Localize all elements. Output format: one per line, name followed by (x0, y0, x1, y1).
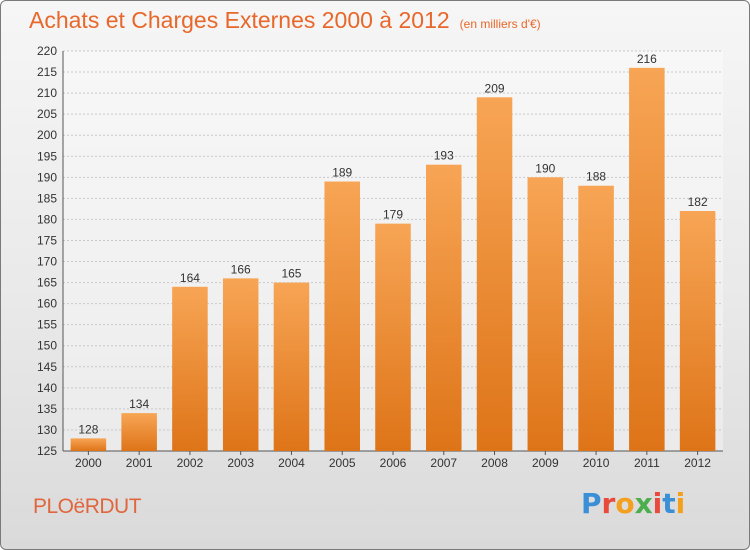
y-tick-label: 165 (37, 276, 57, 290)
y-tick-label: 145 (37, 360, 57, 374)
y-tick-label: 155 (37, 318, 57, 332)
value-labels: 128 134 164 166 165 189 179 193 209 190 188 216 182 (78, 52, 708, 437)
bar-2007 (426, 164, 462, 451)
bar-2006 (375, 223, 411, 451)
value-label: 209 (485, 81, 505, 95)
bar-2009 (527, 177, 564, 451)
y-tick-label: 210 (37, 86, 57, 100)
bar-2011 (629, 67, 665, 451)
x-tick-label: 2001 (126, 456, 153, 470)
x-tick-label: 2000 (75, 456, 102, 470)
bar-2005 (324, 181, 360, 452)
title-text: Achats et Charges Externes 2000 à 2012 (29, 7, 450, 33)
y-tick-label: 185 (37, 191, 57, 205)
y-tick-label: 200 (37, 128, 57, 142)
bar-2003 (222, 278, 259, 451)
value-label: 166 (231, 262, 251, 276)
y-tick-label: 160 (37, 297, 57, 311)
bar-2012 (679, 211, 716, 451)
title-unit: (en milliers d'€) (459, 17, 541, 31)
x-tick-label: 2007 (430, 456, 457, 470)
value-label: 128 (78, 422, 98, 436)
x-tick-label: 2011 (634, 456, 660, 470)
value-label: 165 (281, 267, 301, 281)
bar-2008 (476, 97, 513, 451)
proxiti-logo: Proxiti (581, 487, 685, 520)
value-label: 189 (332, 166, 352, 180)
value-label: 179 (383, 208, 403, 222)
brand-letter: i (675, 487, 686, 520)
x-tick-label: 2005 (329, 456, 356, 470)
brand-letter: i (652, 487, 663, 520)
value-label: 164 (180, 271, 200, 285)
y-tick-label: 180 (37, 212, 57, 226)
brand-letter: P (581, 487, 602, 520)
x-tick-label: 2006 (380, 456, 407, 470)
brand-letter: t (662, 487, 676, 520)
bar-2002 (172, 286, 208, 451)
y-tick-label: 135 (37, 402, 57, 416)
x-tick-label: 2010 (583, 456, 610, 470)
bar-2010 (578, 185, 614, 451)
y-tick-label: 170 (37, 255, 57, 269)
value-label: 193 (434, 149, 454, 163)
y-tick-label: 175 (37, 233, 57, 247)
x-tick-label: 2009 (532, 456, 559, 470)
y-tick-label: 190 (37, 170, 57, 184)
brand-letter: o (615, 487, 635, 520)
commune-name: PLOëRDUT (33, 495, 142, 518)
y-tick-label: 130 (37, 423, 57, 437)
y-tick-label: 205 (37, 107, 57, 121)
bar-2004 (273, 282, 310, 451)
x-tick-label: 2008 (481, 456, 508, 470)
y-tick-label: 150 (37, 339, 57, 353)
y-tick-label: 125 (37, 444, 57, 458)
axes: 125 130 135 140 145 150 155 160 165 170 175 180 185 1… (37, 44, 723, 470)
bars (70, 67, 716, 452)
y-tick-label: 140 (37, 381, 57, 395)
y-tick-label: 220 (37, 44, 57, 58)
x-tick-label: 2003 (227, 456, 254, 470)
bar-2001 (121, 413, 157, 451)
bar-2000 (70, 438, 107, 451)
x-tick-label: 2012 (684, 456, 711, 470)
value-label: 216 (637, 52, 657, 66)
value-label: 188 (586, 170, 606, 184)
chart-title: Achats et Charges Externes 2000 à 2012 (e… (29, 7, 541, 34)
x-tick-label: 2004 (278, 456, 305, 470)
brand-letter: r (601, 487, 616, 520)
value-label: 134 (129, 397, 149, 411)
brand-letter: x (634, 487, 653, 520)
y-tick-label: 195 (37, 149, 57, 163)
y-tick-label: 215 (37, 65, 57, 79)
x-tick-label: 2002 (177, 456, 204, 470)
value-label: 190 (535, 161, 555, 175)
value-label: 182 (688, 195, 708, 209)
